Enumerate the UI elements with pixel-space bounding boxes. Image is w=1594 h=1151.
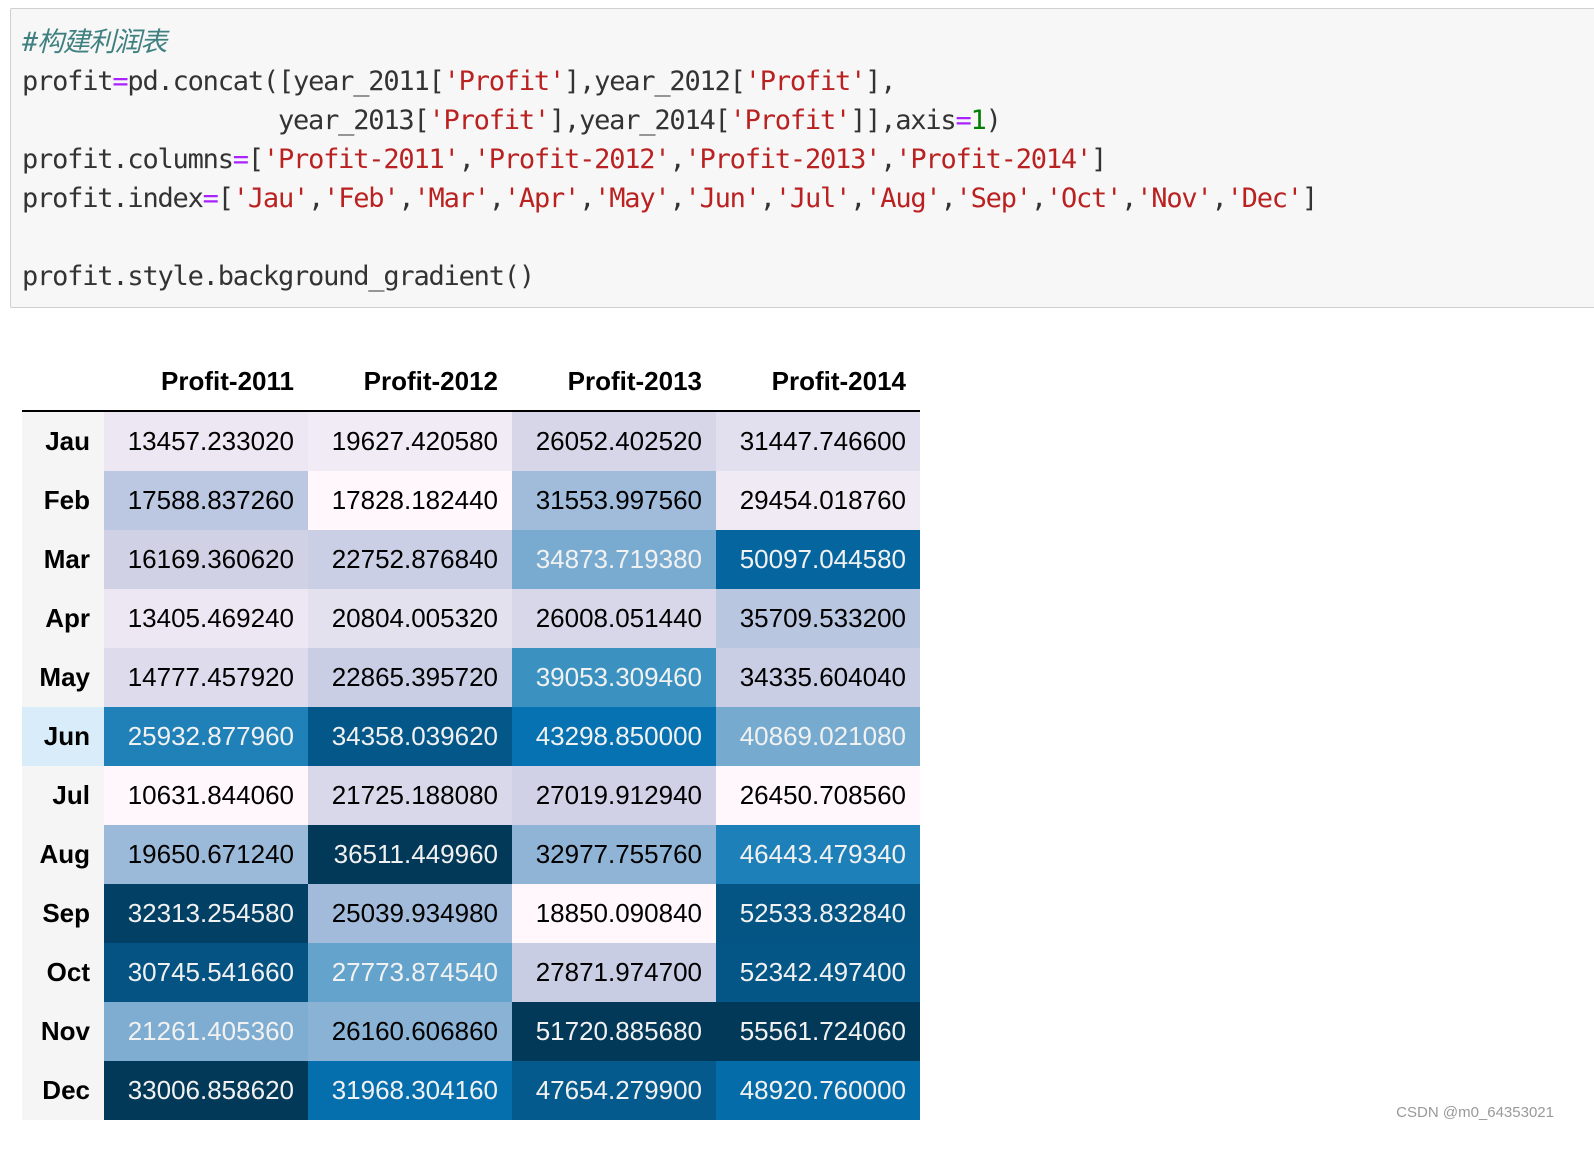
table-cell: 31968.304160 — [308, 1061, 512, 1120]
table-cell: 32313.254580 — [104, 884, 308, 943]
watermark: CSDN @m0_64353021 — [1396, 1104, 1554, 1121]
table-cell: 20804.005320 — [308, 589, 512, 648]
blank-corner — [22, 352, 104, 412]
table-cell: 17588.837260 — [104, 471, 308, 530]
code-line: profit.style.background_gradient() — [22, 261, 535, 292]
column-header: Profit-2014 — [716, 352, 920, 412]
table-cell: 27773.874540 — [308, 943, 512, 1002]
table-cell: 30745.541660 — [104, 943, 308, 1002]
table-cell: 19650.671240 — [104, 825, 308, 884]
table-cell: 52342.497400 — [716, 943, 920, 1002]
table-cell: 27871.974700 — [512, 943, 716, 1002]
row-label: Aug — [22, 825, 104, 884]
table-cell: 33006.858620 — [104, 1061, 308, 1120]
table-cell: 21725.188080 — [308, 766, 512, 825]
table-cell: 51720.885680 — [512, 1002, 716, 1061]
table-row[interactable]: Nov 21261.405360 26160.606860 51720.885680 5… — [22, 1002, 920, 1061]
row-label: Feb — [22, 471, 104, 530]
table-cell: 22865.395720 — [308, 648, 512, 707]
table-cell: 34358.039620 — [308, 707, 512, 766]
table-cell: 26160.606860 — [308, 1002, 512, 1061]
row-label: Jau — [22, 411, 104, 471]
table-cell: 21261.405360 — [104, 1002, 308, 1061]
table-cell: 55561.724060 — [716, 1002, 920, 1061]
table-row[interactable]: Dec 33006.858620 31968.304160 47654.279900 4… — [22, 1061, 920, 1120]
code-line: year_2013['Profit'],year_2014['Profit']]… — [22, 105, 1002, 136]
table-cell: 14777.457920 — [104, 648, 308, 707]
table-row[interactable]: May 14777.457920 22865.395720 39053.309460 3… — [22, 648, 920, 707]
code-cell[interactable]: #构建利润表 profit=pd.concat([year_2011['Profi… — [10, 8, 1594, 308]
table-row[interactable]: Feb 17588.837260 17828.182440 31553.997560 2… — [22, 471, 920, 530]
table-cell: 18850.090840 — [512, 884, 716, 943]
table-cell: 13457.233020 — [104, 411, 308, 471]
row-label: Dec — [22, 1061, 104, 1120]
table-cell: 27019.912940 — [512, 766, 716, 825]
row-label: Mar — [22, 530, 104, 589]
dataframe: Profit-2011 Profit-2012 Profit-2013 Profit-… — [22, 352, 920, 1120]
table-cell: 36511.449960 — [308, 825, 512, 884]
table-cell: 46443.479340 — [716, 825, 920, 884]
row-label: Oct — [22, 943, 104, 1002]
code-line: profit=pd.concat([year_2011['Profit'],ye… — [22, 66, 896, 97]
table-cell: 26052.402520 — [512, 411, 716, 471]
table-cell: 22752.876840 — [308, 530, 512, 589]
table-cell: 39053.309460 — [512, 648, 716, 707]
table-row[interactable]: Oct 30745.541660 27773.874540 27871.974700 5… — [22, 943, 920, 1002]
column-header: Profit-2012 — [308, 352, 512, 412]
row-label: Jul — [22, 766, 104, 825]
table-cell: 52533.832840 — [716, 884, 920, 943]
table-row[interactable]: Aug 19650.671240 36511.449960 32977.755760 4… — [22, 825, 920, 884]
table-cell: 35709.533200 — [716, 589, 920, 648]
table-cell: 34335.604040 — [716, 648, 920, 707]
table-row[interactable]: Mar 16169.360620 22752.876840 34873.719380 5… — [22, 530, 920, 589]
table-cell: 17828.182440 — [308, 471, 512, 530]
table-cell: 26008.051440 — [512, 589, 716, 648]
table-row[interactable]: Jau 13457.233020 19627.420580 26052.402520 3… — [22, 411, 920, 471]
table-cell: 26450.708560 — [716, 766, 920, 825]
row-label: Jun — [22, 707, 104, 766]
table-cell: 40869.021080 — [716, 707, 920, 766]
table-row[interactable]: Sep 32313.254580 25039.934980 18850.090840 5… — [22, 884, 920, 943]
row-label: Nov — [22, 1002, 104, 1061]
code-line: profit.index=['Jau','Feb','Mar','Apr','M… — [22, 183, 1318, 214]
table-cell: 31447.746600 — [716, 411, 920, 471]
header-row: Profit-2011 Profit-2012 Profit-2013 Profit-… — [22, 352, 920, 412]
table-cell: 29454.018760 — [716, 471, 920, 530]
row-label: Apr — [22, 589, 104, 648]
table-cell: 10631.844060 — [104, 766, 308, 825]
row-label: Sep — [22, 884, 104, 943]
table-cell: 25039.934980 — [308, 884, 512, 943]
table-cell: 34873.719380 — [512, 530, 716, 589]
table-cell: 43298.850000 — [512, 707, 716, 766]
table-row[interactable]: Jul 10631.844060 21725.188080 27019.912940 2… — [22, 766, 920, 825]
table-row[interactable]: Jun 25932.877960 34358.039620 43298.850000 4… — [22, 707, 920, 766]
table-cell: 31553.997560 — [512, 471, 716, 530]
table-cell: 16169.360620 — [104, 530, 308, 589]
column-header: Profit-2013 — [512, 352, 716, 412]
column-header: Profit-2011 — [104, 352, 308, 412]
table-cell: 48920.760000 — [716, 1061, 920, 1120]
table-cell: 32977.755760 — [512, 825, 716, 884]
table-cell: 19627.420580 — [308, 411, 512, 471]
table-cell: 25932.877960 — [104, 707, 308, 766]
table-row[interactable]: Apr 13405.469240 20804.005320 26008.051440 3… — [22, 589, 920, 648]
row-label: May — [22, 648, 104, 707]
table-cell: 50097.044580 — [716, 530, 920, 589]
code-line: #构建利润表 — [22, 27, 167, 58]
table-cell: 47654.279900 — [512, 1061, 716, 1120]
code-line: profit.columns=['Profit-2011','Profit-20… — [22, 144, 1107, 175]
table-cell: 13405.469240 — [104, 589, 308, 648]
